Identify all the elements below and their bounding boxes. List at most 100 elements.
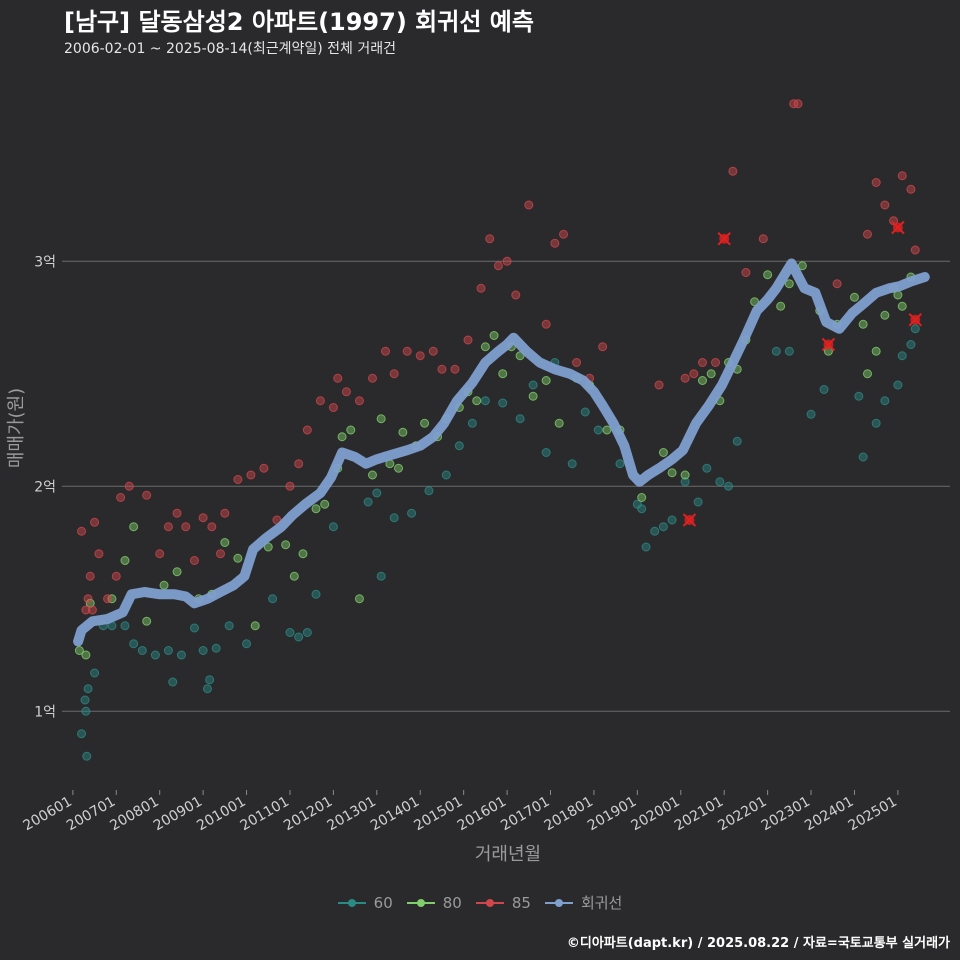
highlight-cross bbox=[821, 337, 836, 352]
data-point-60 bbox=[467, 418, 477, 428]
data-point-85 bbox=[889, 216, 899, 226]
y-tick-label: 2억 bbox=[34, 479, 56, 495]
highlighted-point bbox=[821, 337, 836, 352]
data-point-85 bbox=[198, 513, 208, 523]
data-point-85 bbox=[728, 166, 738, 176]
highlight-cross bbox=[717, 232, 731, 246]
data-point-60 bbox=[693, 497, 703, 507]
x-tick-label: 200601 bbox=[21, 794, 75, 835]
legend-label-80: 80 bbox=[442, 893, 462, 912]
data-point-85 bbox=[381, 346, 391, 356]
data-point-60 bbox=[82, 751, 92, 761]
data-point-85 bbox=[328, 403, 338, 412]
highlighted-point bbox=[682, 513, 697, 527]
y-tick-label: 3억 bbox=[34, 254, 56, 270]
data-point-60 bbox=[819, 385, 829, 394]
data-point-60 bbox=[615, 459, 625, 469]
data-point-60 bbox=[189, 623, 199, 633]
data-point-85 bbox=[181, 522, 191, 532]
data-point-60 bbox=[242, 639, 252, 649]
data-point-60 bbox=[83, 684, 93, 694]
data-point-80 bbox=[541, 376, 551, 385]
data-point-85 bbox=[598, 342, 608, 352]
data-point-80 bbox=[472, 396, 482, 406]
data-point-85 bbox=[541, 319, 551, 329]
legend-item-80: 80 bbox=[406, 893, 462, 912]
data-point-80 bbox=[697, 376, 707, 385]
data-point-80 bbox=[120, 556, 130, 565]
x-tick-label: 201501 bbox=[411, 794, 465, 835]
data-point-80 bbox=[667, 468, 677, 478]
data-point-60 bbox=[580, 407, 590, 417]
data-point-60 bbox=[294, 632, 304, 642]
x-tick-label: 200701 bbox=[64, 794, 118, 835]
x-tick-label: 201301 bbox=[325, 794, 379, 835]
data-point-60 bbox=[871, 418, 881, 428]
data-point-85 bbox=[83, 594, 93, 604]
data-point-85 bbox=[85, 571, 95, 581]
data-point-60 bbox=[129, 639, 139, 649]
x-tick-label: 201901 bbox=[585, 794, 639, 835]
data-point-60 bbox=[120, 621, 130, 631]
data-point-80 bbox=[129, 522, 139, 532]
data-point-80 bbox=[480, 342, 490, 352]
legend-key-60 bbox=[337, 895, 366, 911]
x-tick-label: 201101 bbox=[238, 794, 292, 835]
data-point-85 bbox=[476, 283, 486, 293]
x-axis-ticks: 2006012007012008012009012010012011012012… bbox=[21, 790, 900, 834]
data-point-80 bbox=[346, 425, 356, 435]
data-point-85 bbox=[511, 290, 521, 300]
data-point-85 bbox=[450, 364, 460, 374]
data-point-80 bbox=[376, 414, 386, 424]
data-point-80 bbox=[420, 418, 430, 428]
data-point-80 bbox=[528, 391, 538, 401]
data-point-85 bbox=[402, 346, 412, 356]
data-point-60 bbox=[205, 675, 215, 685]
data-point-85 bbox=[897, 171, 907, 181]
data-point-85 bbox=[711, 358, 721, 367]
regression-layer bbox=[73, 258, 930, 647]
highlighted-point bbox=[717, 232, 731, 246]
data-point-60 bbox=[81, 706, 91, 716]
data-point-85 bbox=[94, 549, 104, 559]
data-point-80 bbox=[763, 270, 773, 280]
data-point-85 bbox=[315, 396, 325, 406]
data-point-60 bbox=[311, 589, 321, 599]
data-point-80 bbox=[680, 470, 690, 480]
data-point-80 bbox=[554, 418, 564, 428]
data-point-60 bbox=[454, 441, 464, 451]
data-point-85 bbox=[233, 475, 243, 484]
data-point-60 bbox=[372, 488, 382, 498]
data-point-85 bbox=[285, 481, 295, 491]
x-tick-label: 202301 bbox=[759, 794, 813, 835]
x-tick-label: 201401 bbox=[368, 794, 422, 835]
x-tick-label: 202501 bbox=[846, 794, 900, 835]
data-point-80 bbox=[159, 580, 169, 590]
data-point-60 bbox=[224, 621, 234, 631]
data-point-80 bbox=[398, 427, 408, 437]
data-point-60 bbox=[702, 463, 712, 473]
data-point-60 bbox=[211, 643, 221, 653]
data-point-80 bbox=[489, 331, 499, 340]
data-point-85 bbox=[259, 463, 269, 473]
data-point-85 bbox=[758, 234, 768, 244]
data-point-85 bbox=[90, 517, 100, 527]
data-point-80 bbox=[85, 598, 95, 608]
data-point-85 bbox=[246, 470, 256, 480]
data-point-85 bbox=[367, 373, 377, 383]
data-point-80 bbox=[498, 369, 508, 379]
data-point-85 bbox=[485, 234, 495, 244]
highlighted-point bbox=[908, 313, 922, 327]
data-point-85 bbox=[415, 351, 425, 361]
data-point-85 bbox=[559, 229, 569, 239]
y-axis-label: 매매가(원) bbox=[6, 388, 27, 468]
legend-item-regression: 회귀선 bbox=[544, 892, 622, 913]
data-point-60 bbox=[854, 391, 864, 401]
data-point-85 bbox=[880, 200, 890, 210]
legend-key-80 bbox=[406, 895, 435, 911]
data-point-60 bbox=[880, 396, 890, 406]
x-axis-label: 거래년월 bbox=[475, 844, 541, 865]
data-point-60 bbox=[424, 486, 434, 496]
data-point-85 bbox=[793, 99, 803, 109]
data-point-85 bbox=[111, 571, 121, 581]
